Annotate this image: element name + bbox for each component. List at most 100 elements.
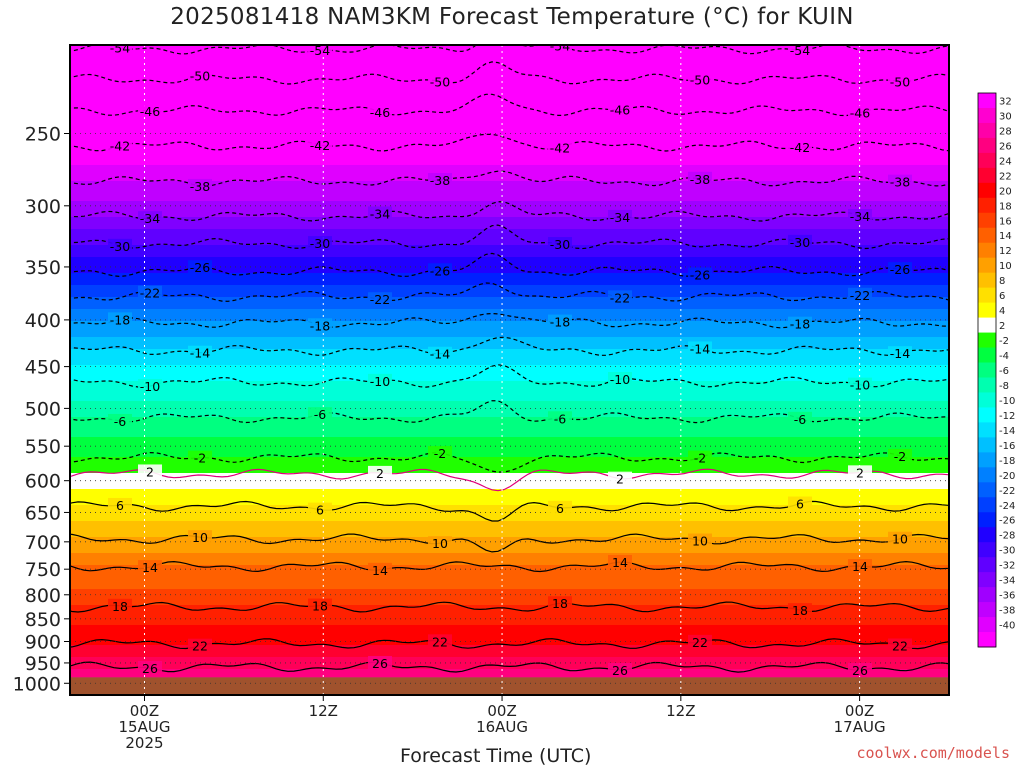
- colorbar-label-12: 12: [999, 246, 1012, 257]
- isotherm-label-bg: [428, 634, 452, 648]
- isotherm--46: [70, 93, 949, 117]
- band-strip: [70, 561, 949, 566]
- isotherm-label--2: -2: [434, 446, 446, 461]
- x-tick-label: 00Z: [487, 702, 516, 720]
- band-strip: [70, 413, 949, 418]
- band-strip: [70, 309, 949, 314]
- colorbar-swatch: [978, 512, 996, 528]
- colorbar-swatch: [978, 392, 996, 408]
- colorbar-swatch: [978, 542, 996, 558]
- band-strip: [70, 345, 949, 350]
- isotherm-label-bg: [138, 464, 162, 478]
- colorbar-label-10: 10: [999, 261, 1012, 272]
- band-strip: [70, 649, 949, 654]
- chart-title: 2025081418 NAM3KM Forecast Temperature (…: [170, 4, 854, 30]
- isotherm-label--2: -2: [194, 451, 206, 466]
- colorbar-swatch: [978, 572, 996, 588]
- x-tick-label: 2025: [125, 734, 163, 752]
- isotherm-label-bg: [548, 500, 572, 514]
- band-strip: [70, 669, 949, 674]
- colorbar-label-2: 2: [999, 321, 1005, 332]
- band-strip: [70, 389, 949, 394]
- isotherm-label--34: -34: [370, 206, 390, 221]
- credit-link[interactable]: coolwx.com/models: [856, 744, 1010, 762]
- band-strip: [70, 65, 949, 70]
- colorbar-label-24: 24: [999, 156, 1012, 167]
- band-strip: [70, 457, 949, 462]
- isotherm-label-2: 2: [376, 466, 384, 481]
- isotherm-label-bg: [188, 68, 212, 82]
- colorbar-label-20: 20: [999, 186, 1012, 197]
- isotherm-label--30: -30: [550, 237, 570, 252]
- band-strip: [70, 613, 949, 618]
- isotherm-label-22: 22: [192, 639, 208, 654]
- band-strip: [70, 145, 949, 150]
- y-tick-label-850: 850: [25, 609, 61, 631]
- colorbar-label--20: -20: [999, 471, 1015, 482]
- isotherm-label-bg: [848, 377, 872, 391]
- isotherm-label-bg: [368, 562, 392, 576]
- isotherm-label--6: -6: [794, 412, 807, 427]
- colorbar-swatch: [978, 632, 996, 648]
- isotherm-label-bg: [368, 104, 392, 118]
- band-strip: [70, 217, 949, 222]
- isotherm-label--54: -54: [310, 43, 330, 58]
- isotherm-label--10: -10: [850, 378, 870, 393]
- band-strip: [70, 189, 949, 194]
- isotherm-label-bg: [608, 371, 632, 385]
- isotherm-label--26: -26: [430, 263, 450, 278]
- band-strip: [70, 529, 949, 534]
- band-strip: [70, 193, 949, 198]
- isotherm-label--34: -34: [610, 210, 630, 225]
- colorbar-swatch: [978, 452, 996, 468]
- band-strip: [70, 465, 949, 470]
- isotherm-label--50: -50: [890, 74, 910, 89]
- band-strip: [70, 673, 949, 678]
- isotherm-label-bg: [368, 655, 392, 669]
- isotherm-label-18: 18: [792, 603, 808, 618]
- isotherm-label--14: -14: [690, 341, 710, 356]
- band-strip: [70, 321, 949, 326]
- x-tick-label: 17AUG: [834, 718, 886, 736]
- colorbar-label--26: -26: [999, 516, 1015, 527]
- colorbar-swatch: [978, 152, 996, 169]
- isotherm-label--46: -46: [610, 103, 630, 118]
- colorbar-swatch: [978, 302, 996, 319]
- isotherm-2: [70, 468, 949, 492]
- isotherm-label-bg: [888, 638, 912, 652]
- y-tick-label-450: 450: [25, 357, 61, 379]
- colorbar-swatch: [978, 617, 996, 633]
- band-strip: [70, 509, 949, 514]
- isotherm-label--18: -18: [790, 317, 810, 332]
- band-strip: [70, 425, 949, 430]
- colorbar-swatch: [978, 212, 996, 229]
- isotherm-label-bg: [428, 536, 452, 550]
- isotherm-label-bg: [888, 262, 912, 276]
- isotherm-label-bg: [428, 173, 452, 187]
- isotherm-label-bg: [188, 345, 212, 359]
- grid-lines: [70, 45, 949, 695]
- colorbar-label-6: 6: [999, 291, 1005, 302]
- band-strip: [70, 285, 949, 290]
- isotherm-label-bg: [368, 292, 392, 306]
- band-strip: [70, 265, 949, 270]
- isotherm-label-bg: [888, 174, 912, 188]
- isotherm-label--34: -34: [140, 211, 160, 226]
- isotherm--50: [70, 61, 949, 85]
- colorbar-swatch: [978, 107, 996, 124]
- band-strip: [70, 609, 949, 614]
- isotherm-label-bg: [308, 502, 332, 516]
- isotherm-label--34: -34: [850, 209, 870, 224]
- band-strip: [70, 365, 949, 370]
- band-strip: [70, 645, 949, 650]
- isotherm-label-2: 2: [616, 472, 624, 487]
- isotherm-label-bg: [368, 465, 392, 479]
- band-strip: [70, 249, 949, 254]
- band-strip: [70, 493, 949, 498]
- isotherm-label--42: -42: [310, 138, 330, 153]
- isotherm-label--10: -10: [610, 372, 630, 387]
- y-tick-label-700: 700: [25, 532, 61, 554]
- y-tick-label-950: 950: [25, 653, 61, 675]
- colorbar-swatch: [978, 557, 996, 573]
- isotherm-label-bg: [138, 661, 162, 675]
